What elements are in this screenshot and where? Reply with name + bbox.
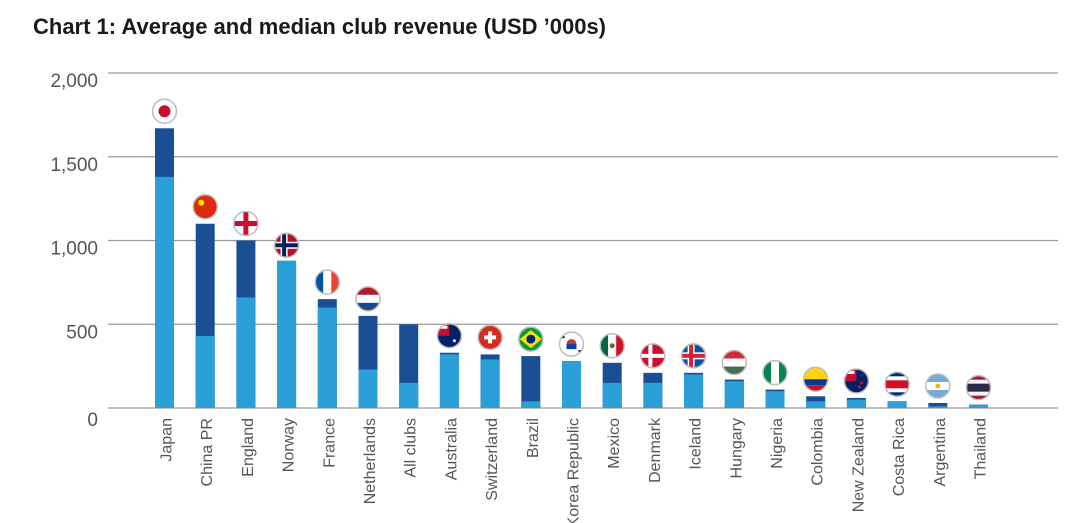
switzerland-flag	[477, 324, 503, 351]
y-tick-label: 2,000	[50, 71, 98, 92]
category-label: Denmark	[647, 417, 664, 483]
flag-border	[273, 232, 300, 259]
category-label: Australia	[443, 418, 460, 480]
netherlands-flag	[355, 286, 381, 312]
flag-border	[802, 366, 829, 393]
brazil-flag	[518, 326, 544, 352]
category-label: Norway	[281, 418, 298, 472]
category-label: All clubs	[403, 418, 420, 478]
y-tick-label: 0	[87, 410, 98, 431]
flag-border	[151, 98, 178, 125]
iceland-flag	[680, 343, 707, 369]
bar-lower-13	[684, 374, 704, 408]
flag-border	[965, 374, 992, 401]
bar-lower-19	[928, 406, 948, 408]
australia-flag	[436, 322, 463, 349]
bar-lower-15	[765, 391, 785, 408]
bar-lower-11	[602, 382, 622, 408]
category-label: Argentina	[932, 418, 949, 487]
flag-border	[843, 368, 870, 394]
bar-lower-20	[969, 404, 988, 408]
mexico-flag	[599, 333, 625, 359]
bar-lower-12	[643, 382, 663, 408]
category-label: Iceland	[688, 418, 705, 470]
flag-border	[314, 269, 341, 295]
category-label: Japan	[159, 418, 176, 462]
category-label: Netherlands	[362, 418, 379, 504]
china-flag	[192, 194, 218, 220]
flag-border	[558, 331, 585, 357]
category-label: Korea Republic	[566, 418, 583, 523]
flag-border	[233, 210, 259, 237]
flag-border	[680, 343, 707, 369]
bar-lower-16	[806, 401, 826, 408]
category-label: New Zealand	[850, 418, 867, 512]
bar-lower-7	[439, 354, 459, 408]
japan-flag	[151, 98, 178, 125]
denmark-flag	[640, 343, 666, 369]
flag-border	[477, 324, 503, 351]
bar-lower-14	[724, 381, 744, 408]
colombia-flag	[802, 366, 829, 393]
bar-lower-3	[277, 260, 297, 408]
thailand-flag	[965, 374, 992, 401]
flag-border	[925, 373, 951, 399]
category-label: Nigeria	[769, 418, 786, 469]
flag-border	[721, 349, 748, 376]
nigeria-flag	[762, 359, 788, 386]
y-tick-label: 500	[66, 322, 98, 343]
bar-lower-9	[521, 401, 541, 408]
bar-lower-0	[155, 176, 174, 408]
bar-total-19	[928, 402, 948, 408]
flag-border	[518, 326, 544, 352]
flag-border	[640, 343, 666, 369]
hungary-flag	[721, 349, 748, 376]
chart-title: Chart 1: Average and median club revenue…	[33, 14, 606, 39]
y-tick-label: 1,000	[50, 239, 98, 260]
korea-flag	[558, 331, 585, 357]
argentina-flag	[925, 373, 951, 399]
bar-lower-18	[887, 401, 907, 408]
bar-total-9	[521, 356, 541, 408]
bar-lower-17	[846, 399, 866, 408]
flag-border	[192, 194, 218, 220]
france-flag	[314, 269, 341, 295]
category-label: Hungary	[728, 418, 745, 478]
bar-lower-5	[358, 369, 378, 408]
category-label: China PR	[199, 418, 216, 486]
flag-border	[884, 371, 910, 398]
costa-rica-flag	[884, 371, 910, 398]
category-label: Costa Rica	[891, 418, 908, 496]
category-label: Mexico	[606, 418, 623, 469]
y-tick-label: 1,500	[50, 155, 98, 176]
category-label: France	[321, 418, 338, 468]
category-label: Brazil	[525, 418, 542, 458]
bar-lower-4	[317, 307, 337, 408]
bar-lower-2	[236, 297, 256, 408]
bar-lower-6	[399, 382, 419, 408]
category-label: Switzerland	[484, 418, 501, 501]
bar-lower-10	[562, 361, 581, 408]
bar-lower-1	[195, 335, 215, 408]
flag-border	[762, 359, 788, 386]
flag-border	[355, 286, 381, 312]
england-flag	[233, 210, 259, 237]
flag-border	[436, 322, 463, 349]
new-zealand-flag	[843, 368, 870, 394]
category-label: Thailand	[973, 418, 990, 479]
category-label: Colombia	[810, 418, 827, 486]
category-label: England	[240, 418, 257, 477]
flag-border	[599, 333, 625, 359]
norway-flag	[273, 232, 300, 259]
bar-lower-8	[480, 359, 500, 408]
